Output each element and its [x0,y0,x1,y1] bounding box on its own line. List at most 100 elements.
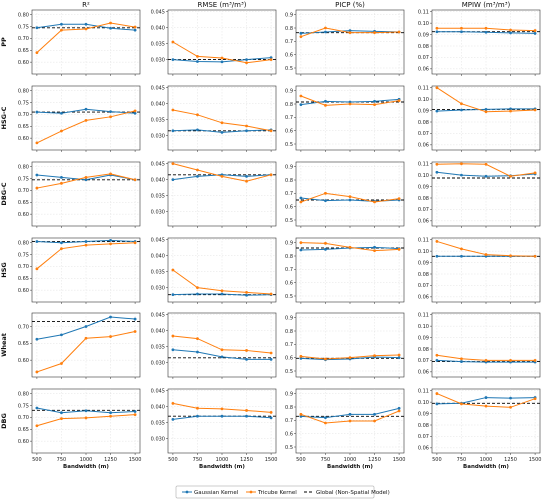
gaussian-data-point [509,396,512,400]
tricube-data-point [269,351,273,355]
tricube-data-point [35,370,39,374]
tricube-data-point [269,129,273,133]
tricube-data-point [245,179,248,183]
column-title-3: MPIW (m³/m³) [462,1,511,9]
tricube-data-point [484,359,488,362]
tricube-data-point [373,249,376,253]
gaussian-data-point [109,26,112,30]
tricube-data-point [533,254,537,258]
y-tick-label: 0.06 [418,295,429,301]
y-tick-label: 0.07 [418,434,429,440]
tricube-data-point [484,404,488,408]
tricube-data-point [84,118,88,122]
tricube-data-point [348,245,352,249]
tricube-data-point [171,268,175,272]
y-tick-label: 0.7 [285,191,293,197]
gaussian-data-point [196,60,199,63]
column-title-0: R² [82,1,90,9]
gaussian-data-point [133,28,137,32]
gaussian-data-point [245,175,248,178]
y-tick-label: 0.75 [18,176,29,182]
panel-frame-r2c1 [167,161,277,227]
gaussian-data-point [109,238,112,242]
gaussian-data-point [133,111,137,115]
gaussian-data-point [171,293,175,297]
gaussian-data-point [533,32,537,35]
tricube-data-point [435,392,439,395]
gaussian-data-point [245,358,248,361]
tricube-data-point [109,335,112,338]
y-tick-label: 0.65 [18,200,29,206]
y-tick-label: 0.040 [151,328,165,334]
y-tick-label: 0.040 [151,253,165,259]
y-tick-label: 0.11 [418,313,429,319]
y-tick-label: 0.035 [151,193,165,199]
tricube-data-point [220,56,224,60]
tricube-data-point [348,31,352,35]
y-tick-label: 0.035 [151,344,165,350]
y-tick-label: 0.040 [151,25,165,31]
gaussian-data-point [509,107,512,111]
gaussian-data-point [435,254,439,258]
tricube-data-point [299,412,303,416]
tricube-data-point [509,109,512,113]
tricube-data-point [533,108,537,112]
panel-frame-r4c1 [167,312,277,378]
x-tick-label: 1500 [129,457,142,463]
y-tick-label: 0.030 [151,360,165,366]
gaussian-data-point [299,103,303,107]
gaussian-data-point [196,175,199,178]
y-tick-label: 0.8 [285,329,293,335]
tricube-data-point [35,424,39,428]
tricube-data-point [435,240,439,243]
gaussian-data-point [299,196,303,200]
tricube-data-point [171,402,175,405]
gaussian-data-point [220,131,224,134]
y-tick-label: 0.70 [18,264,29,270]
tricube-data-point [245,349,248,352]
x-tick-label: 500 [296,457,306,463]
tricube-data-point [533,359,537,362]
gaussian-data-point [60,111,63,115]
tricube-data-point [133,413,137,416]
gaussian-data-point [348,198,352,202]
tricube-data-point [533,397,537,401]
legend-label-tricube: Tricube Kernel [257,490,297,496]
y-tick-label: 0.6 [285,204,293,210]
gaussian-data-point [245,293,248,297]
gaussian-data-point [35,406,39,410]
y-tick-label: 0.08 [418,120,429,126]
y-tick-label: 0.09 [418,411,429,417]
tricube-data-point [133,109,137,113]
gaussian-data-point [324,99,327,103]
tricube-data-point [299,354,303,358]
tricube-data-point [171,40,175,44]
gaussian-data-point [460,360,463,363]
y-tick-label: 0.08 [418,347,429,353]
gaussian-data-point [171,58,175,61]
y-tick-label: 0.70 [18,415,29,421]
tricube-data-point [35,267,39,271]
gaussian-data-point [484,30,488,34]
y-tick-label: 0.09 [418,32,429,38]
gaussian-data-point [435,402,439,406]
tricube-data-point [84,27,88,31]
y-tick-label: 0.10 [418,173,429,179]
x-tick-label: 500 [432,457,442,463]
tricube-data-point [348,102,352,106]
y-tick-label: 0.09 [418,108,429,114]
y-tick-label: 0.7 [285,418,293,424]
tricube-data-point [299,200,303,204]
tricube-data-point [269,173,273,177]
y-tick-label: 0.035 [151,269,165,275]
y-tick-label: 0.030 [151,436,165,442]
x-tick-label: 750 [321,457,331,463]
gaussian-data-point [84,240,88,243]
tricube-data-point [460,357,463,361]
tricube-data-point [373,103,376,107]
tricube-data-point [269,58,273,61]
x-tick-label: 1500 [265,457,278,463]
tricube-data-point [484,253,488,256]
tricube-data-point [245,291,248,294]
